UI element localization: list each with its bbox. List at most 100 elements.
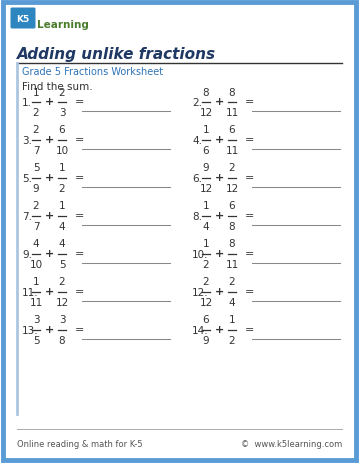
Text: K5: K5 xyxy=(17,15,30,25)
Text: 1: 1 xyxy=(203,239,209,249)
Text: 6: 6 xyxy=(229,201,235,211)
Text: 2: 2 xyxy=(33,108,39,118)
Text: 1: 1 xyxy=(33,277,39,287)
Text: 8.: 8. xyxy=(192,212,202,221)
Text: 5: 5 xyxy=(59,260,65,270)
Text: +: + xyxy=(214,173,224,182)
Text: 12: 12 xyxy=(199,108,213,118)
Text: +: + xyxy=(214,324,224,334)
Text: 11: 11 xyxy=(29,298,43,308)
Text: Online reading & math for K-5: Online reading & math for K-5 xyxy=(17,439,143,448)
Text: 4.: 4. xyxy=(192,136,202,146)
Text: 2: 2 xyxy=(59,277,65,287)
Text: 11: 11 xyxy=(225,146,239,156)
Text: +: + xyxy=(214,211,224,220)
Text: Grade 5 Fractions Worksheet: Grade 5 Fractions Worksheet xyxy=(22,67,163,77)
Text: 8: 8 xyxy=(203,88,209,97)
Text: 10: 10 xyxy=(29,260,43,270)
Text: 5.: 5. xyxy=(22,174,32,184)
Text: 9: 9 xyxy=(203,163,209,173)
Text: 3: 3 xyxy=(59,108,65,118)
Text: =: = xyxy=(75,249,84,258)
Text: +: + xyxy=(214,135,224,144)
Text: 7: 7 xyxy=(33,146,39,156)
Text: =: = xyxy=(245,324,255,334)
Text: 2: 2 xyxy=(229,277,235,287)
Text: 7.: 7. xyxy=(22,212,32,221)
Text: 2: 2 xyxy=(203,260,209,270)
Text: 2: 2 xyxy=(59,184,65,194)
Text: =: = xyxy=(245,287,255,296)
Text: 1: 1 xyxy=(59,201,65,211)
Text: 2.: 2. xyxy=(192,98,202,108)
Text: +: + xyxy=(45,211,53,220)
Text: 8: 8 xyxy=(229,222,235,232)
Text: 9: 9 xyxy=(203,336,209,346)
Text: 4: 4 xyxy=(229,298,235,308)
Text: +: + xyxy=(214,249,224,258)
Text: +: + xyxy=(214,287,224,296)
Text: 2: 2 xyxy=(229,163,235,173)
Text: 5: 5 xyxy=(33,336,39,346)
Text: 6: 6 xyxy=(203,315,209,325)
Text: 12.: 12. xyxy=(192,288,209,297)
Text: 8: 8 xyxy=(229,88,235,97)
Text: 3.: 3. xyxy=(22,136,32,146)
Text: =: = xyxy=(75,324,84,334)
Text: 2: 2 xyxy=(33,201,39,211)
Text: +: + xyxy=(45,97,53,107)
Text: 1: 1 xyxy=(59,163,65,173)
Text: 1: 1 xyxy=(229,315,235,325)
Text: +: + xyxy=(45,135,53,144)
Text: =: = xyxy=(75,135,84,144)
Text: 9: 9 xyxy=(33,184,39,194)
Text: 6: 6 xyxy=(59,125,65,135)
Text: 14.: 14. xyxy=(192,325,209,335)
Text: =: = xyxy=(75,287,84,296)
Text: 1: 1 xyxy=(203,201,209,211)
Text: 1.: 1. xyxy=(22,98,32,108)
Text: 2: 2 xyxy=(59,88,65,97)
Text: 11: 11 xyxy=(225,108,239,118)
Text: 10.: 10. xyxy=(192,250,209,259)
Text: Adding unlike fractions: Adding unlike fractions xyxy=(17,47,216,62)
Text: 11: 11 xyxy=(225,260,239,270)
Text: Find the sum.: Find the sum. xyxy=(22,82,93,92)
Text: +: + xyxy=(214,97,224,107)
Text: 2: 2 xyxy=(229,336,235,346)
Text: +: + xyxy=(45,287,53,296)
Text: 6: 6 xyxy=(203,146,209,156)
Text: 2: 2 xyxy=(33,125,39,135)
Text: =: = xyxy=(75,211,84,220)
Text: 2: 2 xyxy=(203,277,209,287)
Text: 5: 5 xyxy=(33,163,39,173)
Text: 1: 1 xyxy=(33,88,39,97)
Text: =: = xyxy=(75,173,84,182)
Text: 8: 8 xyxy=(59,336,65,346)
Text: 12: 12 xyxy=(199,298,213,308)
Text: +: + xyxy=(45,324,53,334)
Text: ©  www.k5learning.com: © www.k5learning.com xyxy=(241,439,342,448)
Text: 9.: 9. xyxy=(22,250,32,259)
Text: 3: 3 xyxy=(59,315,65,325)
Text: 4: 4 xyxy=(59,239,65,249)
Text: =: = xyxy=(245,135,255,144)
Text: =: = xyxy=(75,97,84,107)
Text: 4: 4 xyxy=(203,222,209,232)
Text: =: = xyxy=(245,97,255,107)
Text: 12: 12 xyxy=(199,184,213,194)
Text: 3: 3 xyxy=(33,315,39,325)
Text: +: + xyxy=(45,173,53,182)
Text: =: = xyxy=(245,211,255,220)
Text: 11.: 11. xyxy=(22,288,39,297)
Text: 10: 10 xyxy=(55,146,69,156)
Text: Learning: Learning xyxy=(37,20,89,30)
Text: =: = xyxy=(245,249,255,258)
Text: 4: 4 xyxy=(33,239,39,249)
Text: 12: 12 xyxy=(225,184,239,194)
FancyBboxPatch shape xyxy=(10,8,36,30)
Text: 13.: 13. xyxy=(22,325,39,335)
Text: 6: 6 xyxy=(229,125,235,135)
Text: 8: 8 xyxy=(229,239,235,249)
Text: =: = xyxy=(245,173,255,182)
